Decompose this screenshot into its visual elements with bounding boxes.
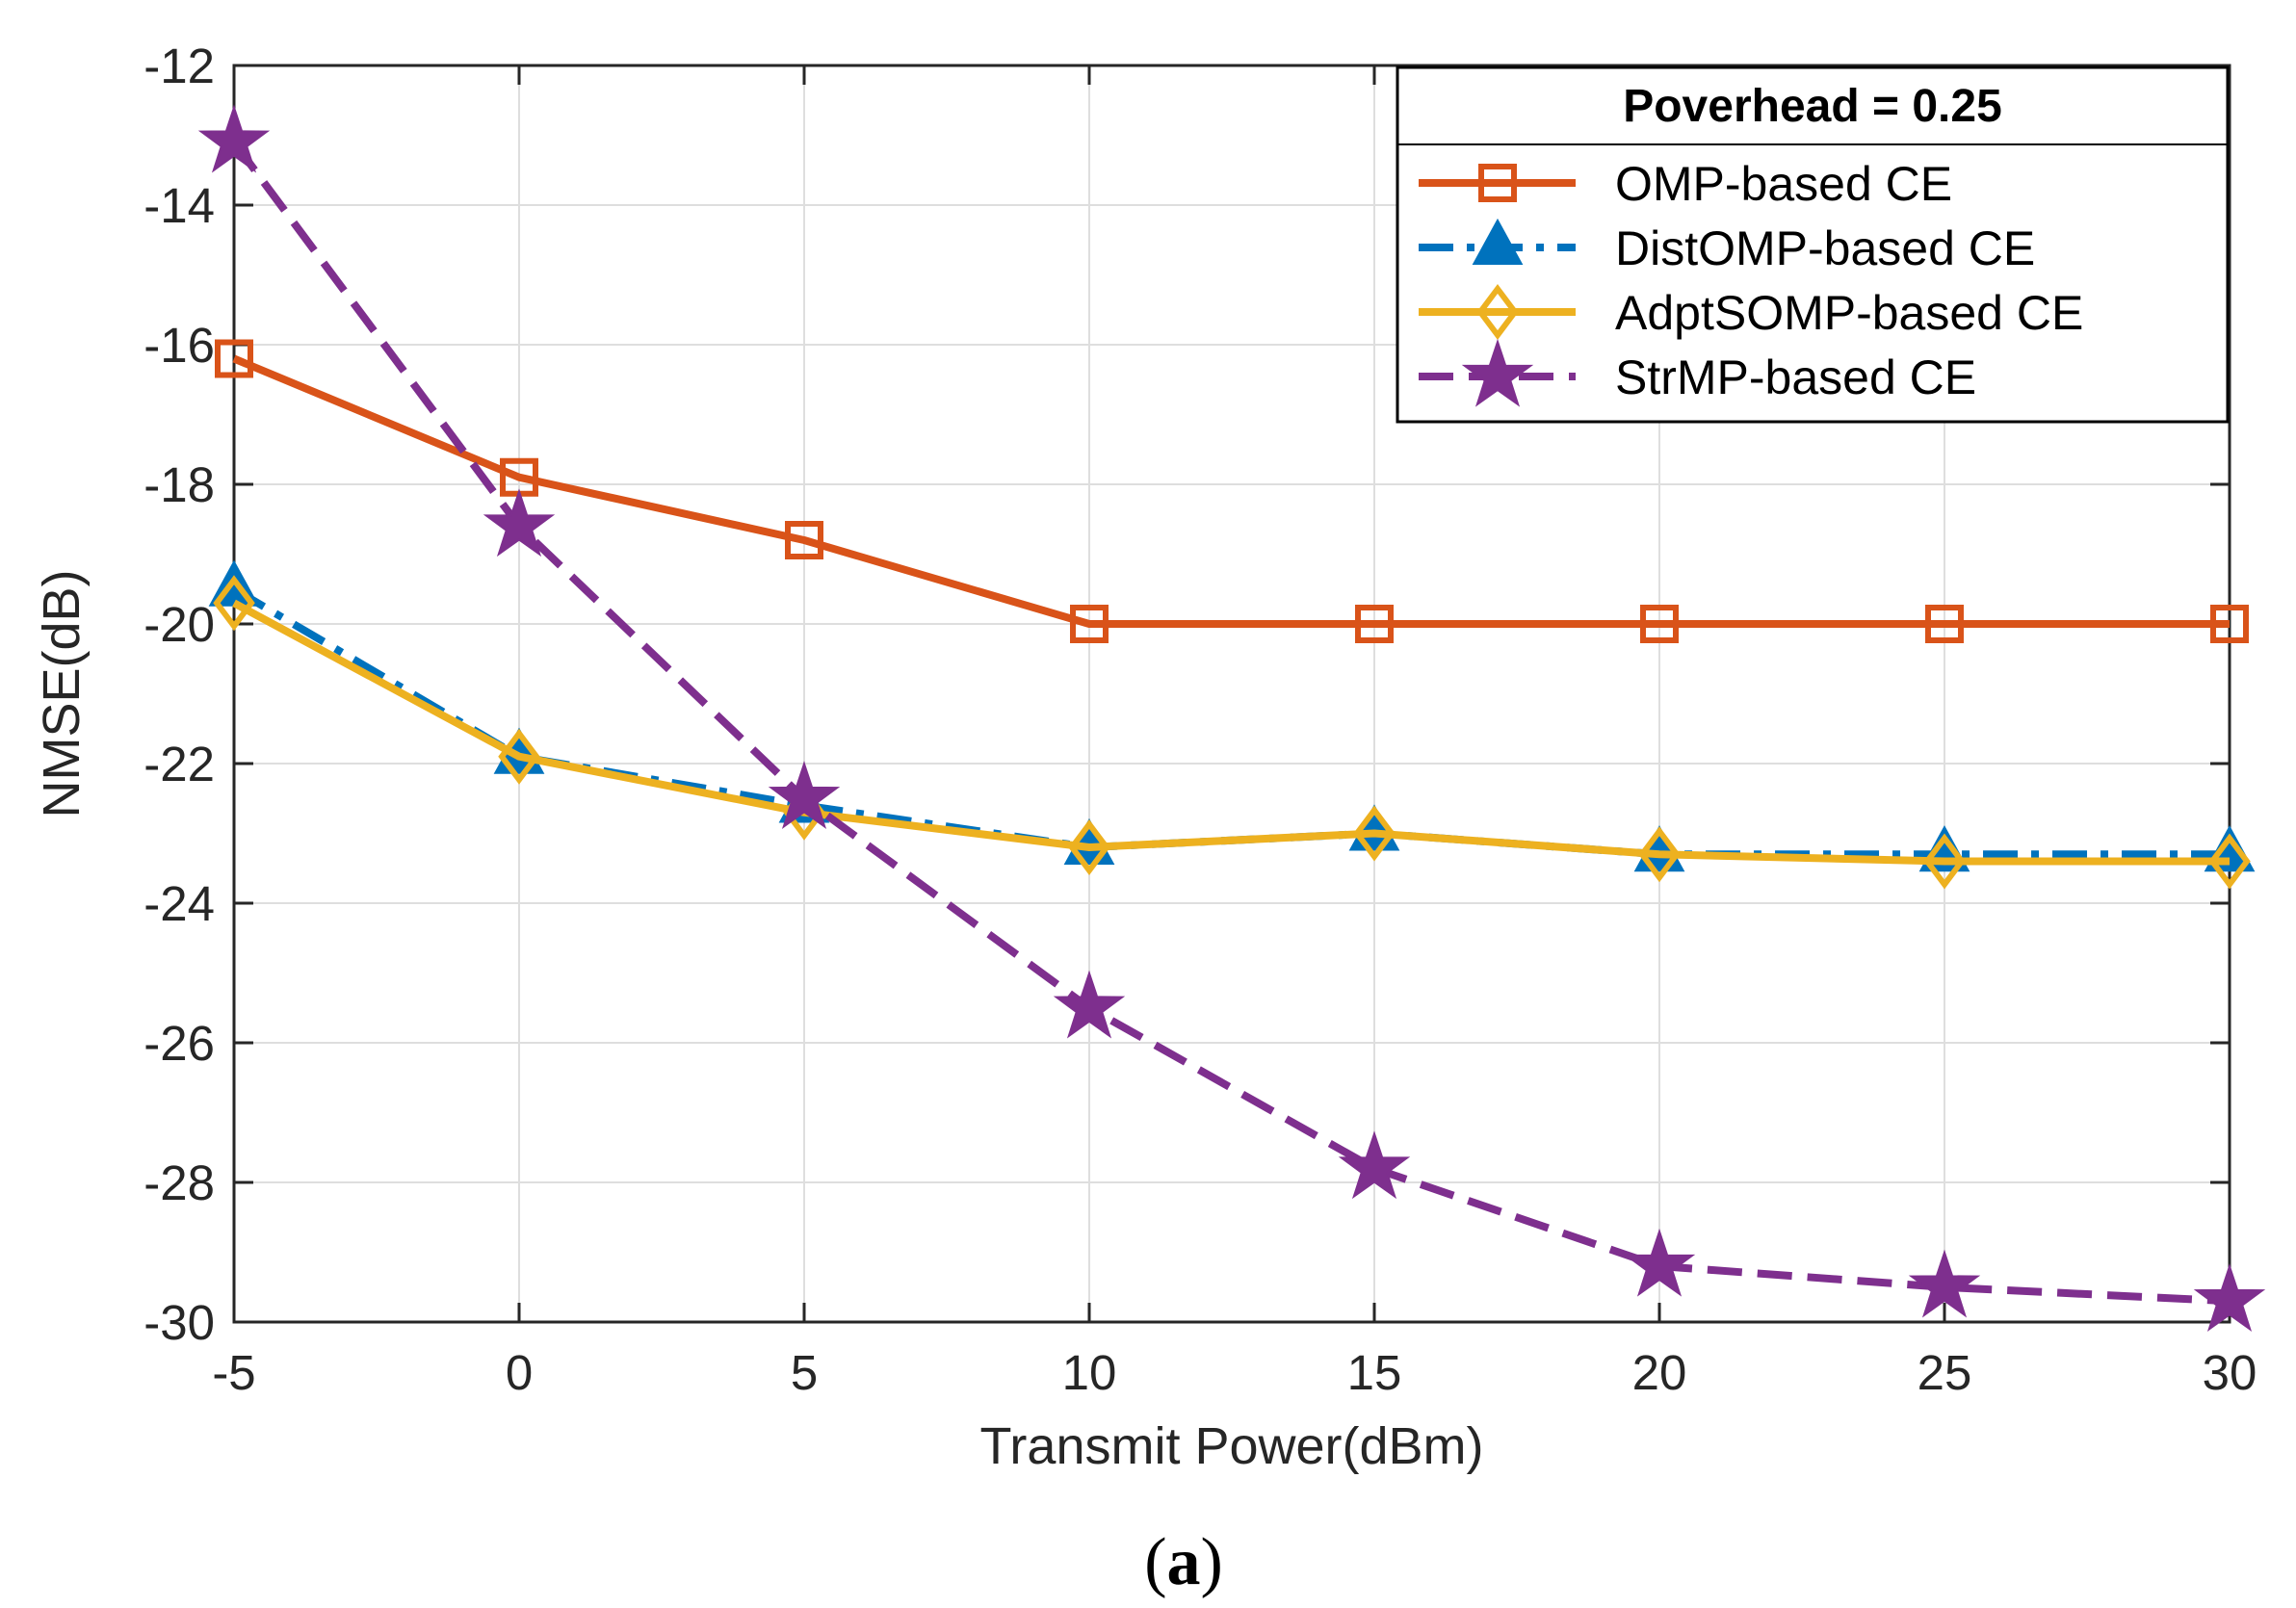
x-axis-label: Transmit Power(dBm) — [979, 1417, 1483, 1475]
y-tick-label: -16 — [144, 318, 215, 373]
data-point-marker — [1923, 833, 1966, 890]
y-axis-label: NMSE(dB) — [33, 569, 91, 817]
axis-ticks: -5 0 5 10 15 20 25 30 -12 -14 -16 -18 -20 -22 -24 -26 -2… — [144, 39, 2257, 1400]
legend-label: StrMP-based CE — [1615, 350, 1976, 404]
data-point-marker — [215, 339, 253, 378]
x-tick-label: 15 — [1347, 1345, 1402, 1400]
y-tick-label: -20 — [144, 597, 215, 652]
y-tick-label: -26 — [144, 1016, 215, 1071]
data-point-marker — [1638, 826, 1681, 883]
legend-marker — [1461, 338, 1534, 407]
legend-title: Poverhead = 0.25 — [1623, 81, 2002, 132]
data-point-marker — [768, 761, 841, 829]
data-point-marker — [197, 104, 271, 173]
data-point-marker — [2193, 1263, 2266, 1332]
legend-marker — [1478, 164, 1517, 202]
x-tick-label: 25 — [1918, 1345, 1972, 1400]
legend-label: OMP-based CE — [1615, 157, 1952, 211]
legend-entry-1: DistOMP-based CE — [1419, 218, 2035, 275]
legend-entry-0: OMP-based CE — [1419, 157, 1952, 211]
series-line — [232, 599, 2230, 866]
data-point-marker — [483, 488, 556, 558]
data-point-marker — [1338, 1130, 1411, 1200]
data-point-marker — [1623, 1228, 1696, 1297]
series-2 — [213, 575, 2251, 890]
x-tick-label: 20 — [1632, 1345, 1687, 1400]
y-tick-label: -18 — [144, 457, 215, 512]
legend-entries: OMP-based CE DistOMP-based CE AdptSOMP-bas… — [1419, 157, 2083, 407]
data-point-marker — [2210, 605, 2249, 643]
x-tick-label: 5 — [791, 1345, 818, 1400]
data-point-marker — [1068, 819, 1110, 875]
series-3 — [197, 104, 2266, 1332]
legend-entry-3: StrMP-based CE — [1419, 338, 1976, 407]
legend-marker — [1472, 218, 1524, 265]
y-tick-label: -30 — [144, 1295, 215, 1350]
series-line — [232, 354, 2230, 628]
data-point-marker — [1070, 605, 1109, 643]
y-tick-label: -12 — [144, 39, 215, 93]
data-point-marker — [2208, 833, 2251, 890]
x-tick-label: 10 — [1062, 1345, 1117, 1400]
series-layer — [197, 104, 2266, 1332]
legend-entry-2: AdptSOMP-based CE — [1419, 284, 2083, 340]
data-point-marker — [1053, 970, 1126, 1039]
legend-label: AdptSOMP-based CE — [1615, 286, 2083, 340]
legend-label: DistOMP-based CE — [1615, 221, 2035, 275]
y-tick-label: -24 — [144, 876, 215, 931]
y-tick-label: -14 — [144, 178, 215, 233]
data-point-marker — [1640, 605, 1679, 643]
x-tick-label: 30 — [2203, 1345, 2257, 1400]
data-point-marker — [1353, 805, 1396, 862]
data-point-marker — [1355, 605, 1394, 643]
legend-box — [1396, 65, 2230, 424]
caption-close: ) — [1201, 1525, 1223, 1599]
legend-marker — [1476, 284, 1519, 340]
data-point-marker — [1925, 605, 1964, 643]
caption-letter: a — [1167, 1525, 1201, 1599]
figure-caption: (a) — [1144, 1525, 1223, 1599]
data-point-marker — [785, 521, 823, 559]
data-point-marker — [213, 575, 255, 632]
legend: Poverhead = 0.25 OMP-based CE DistOMP-bas… — [1396, 65, 2230, 424]
y-tick-label: -22 — [144, 737, 215, 791]
data-point-marker — [1908, 1249, 1981, 1318]
plot-frame — [232, 64, 2231, 1324]
data-point-marker — [498, 728, 540, 785]
y-tick-label: -28 — [144, 1155, 215, 1210]
x-tick-label: 0 — [506, 1345, 533, 1400]
caption-open: ( — [1144, 1525, 1166, 1599]
x-tick-label: -5 — [212, 1345, 255, 1400]
